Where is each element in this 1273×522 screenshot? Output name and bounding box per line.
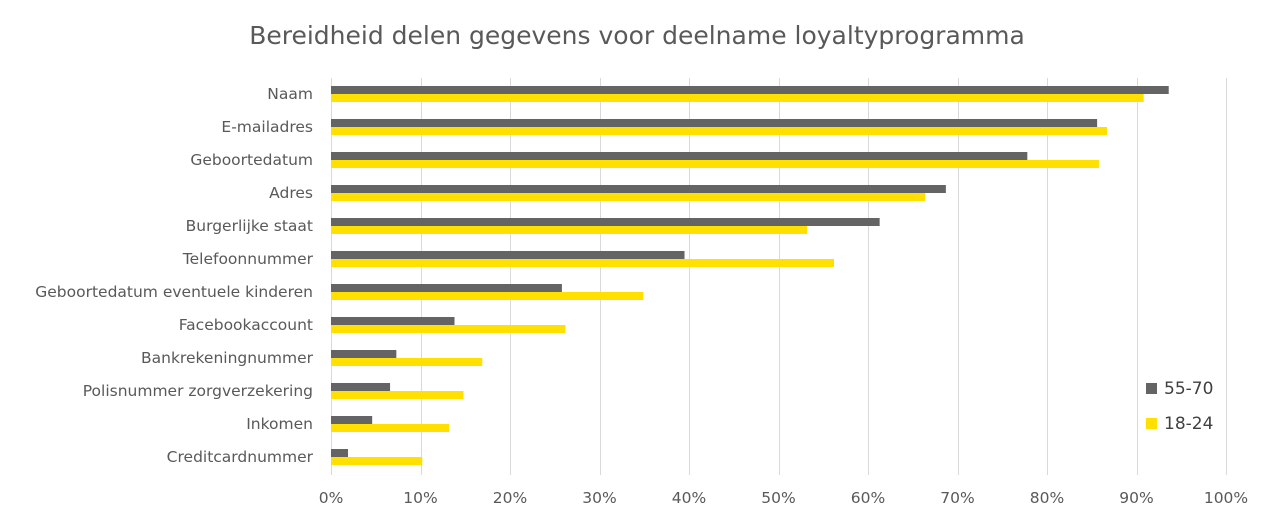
x-tick-label: 0%	[319, 489, 344, 507]
x-axis-tick-labels: 0% 10% 20% 30% 40% 50% 60% 70% 80% 90% 100%	[319, 489, 1248, 507]
bar-55-70	[331, 152, 1028, 160]
bar-18-24	[331, 259, 834, 267]
bar-55-70	[331, 185, 946, 193]
bar-18-24	[331, 160, 1099, 168]
bar-18-24	[331, 325, 566, 333]
x-tick-label: 50%	[761, 489, 795, 507]
bar-18-24	[331, 457, 423, 465]
x-tick-label: 80%	[1030, 489, 1064, 507]
bar-55-70	[331, 350, 397, 358]
bars	[331, 86, 1169, 465]
bar-18-24	[331, 292, 644, 300]
legend-label: 18-24	[1164, 414, 1213, 434]
category-label: Geboortedatum eventuele kinderen	[35, 283, 313, 301]
chart-title: Bereidheid delen gegevens voor deelname …	[249, 21, 1025, 50]
bar-55-70	[331, 251, 685, 259]
x-tick-label: 30%	[582, 489, 616, 507]
x-tick-label: 70%	[940, 489, 974, 507]
legend-label: 55-70	[1164, 379, 1213, 399]
bar-55-70	[331, 317, 455, 325]
bar-18-24	[331, 391, 464, 399]
category-label: Inkomen	[246, 415, 313, 433]
category-label: Adres	[269, 184, 313, 202]
bar-18-24	[331, 127, 1107, 135]
x-tick-label: 20%	[493, 489, 527, 507]
category-label: Geboortedatum	[190, 151, 313, 169]
category-label: Burgerlijke staat	[186, 217, 313, 235]
category-labels: Naam E-mailadres Geboortedatum Adres Burgerl…	[35, 85, 313, 466]
category-label: Creditcardnummer	[167, 448, 314, 466]
legend-swatch	[1146, 418, 1157, 429]
category-label: Bankrekeningnummer	[141, 349, 314, 367]
x-tick-label: 10%	[403, 489, 437, 507]
bar-55-70	[331, 218, 880, 226]
bar-55-70	[331, 119, 1098, 127]
bar-18-24	[331, 358, 483, 366]
x-tick-label: 40%	[672, 489, 706, 507]
bar-18-24	[331, 424, 450, 432]
legend-swatch	[1146, 383, 1157, 394]
bar-18-24	[331, 94, 1144, 102]
bar-18-24	[331, 193, 926, 201]
legend: 55-70 18-24	[1146, 379, 1213, 434]
x-tick-label: 90%	[1119, 489, 1153, 507]
gridlines	[331, 78, 1227, 475]
category-label: Telefoonnummer	[182, 250, 314, 268]
bar-55-70	[331, 284, 562, 292]
bar-55-70	[331, 449, 349, 457]
x-tick-label: 60%	[851, 489, 885, 507]
bar-55-70	[331, 86, 1169, 94]
category-label: Polisnummer zorgverzekering	[83, 382, 313, 400]
bar-55-70	[331, 383, 391, 391]
x-tick-label: 100%	[1204, 489, 1248, 507]
category-label: E-mailadres	[221, 118, 313, 136]
bar-18-24	[331, 226, 808, 234]
category-label: Naam	[267, 85, 313, 103]
bar-55-70	[331, 416, 373, 424]
category-label: Facebookaccount	[179, 316, 313, 334]
